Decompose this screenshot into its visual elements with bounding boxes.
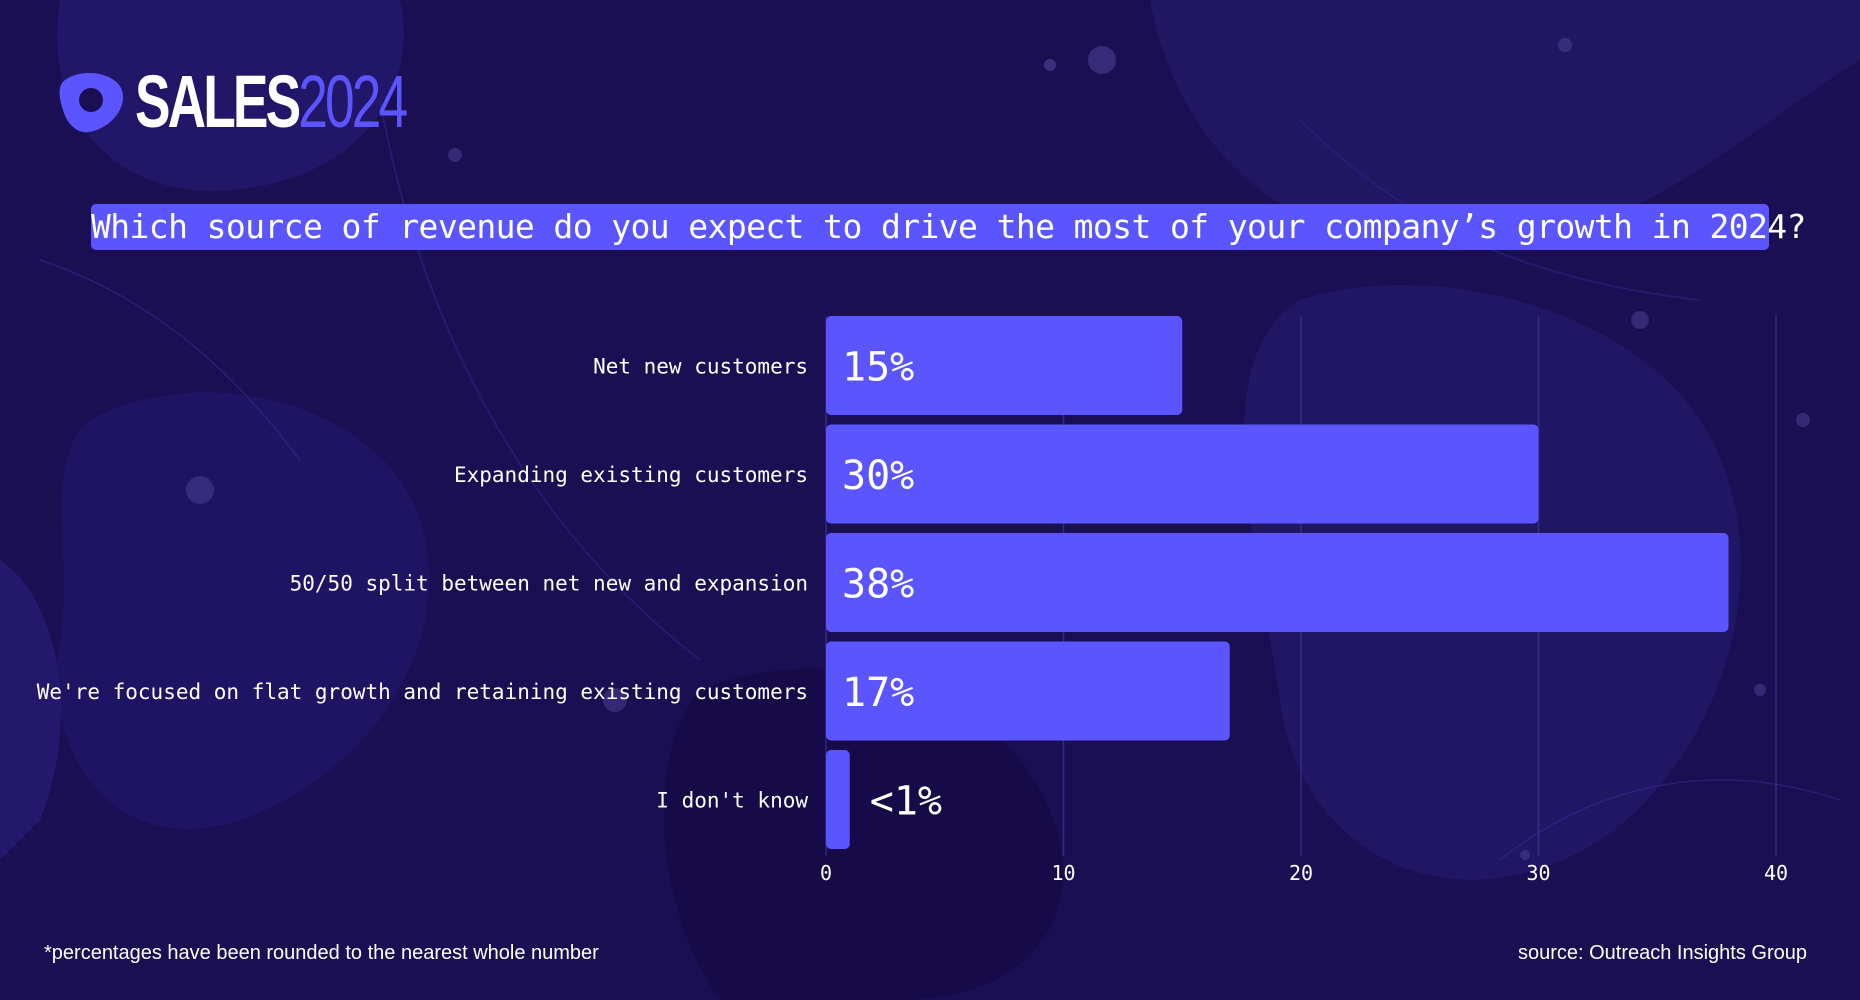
logo-mark-icon — [59, 73, 124, 133]
bar-0 — [826, 316, 1183, 415]
category-label-2: 50/50 split between net new and expansio… — [290, 572, 808, 596]
chart-title: Which source of revenue do you expect to… — [91, 204, 1806, 250]
source-note: source: Outreach Insights Group — [1517, 942, 1807, 964]
brand-word-sales: SALES — [135, 60, 301, 143]
bar-3 — [826, 641, 1230, 741]
x-tick-label-2: 20 — [1289, 861, 1313, 885]
bar-1 — [826, 424, 1539, 524]
brand-logo: SALES2024 — [55, 62, 510, 142]
data-label-0: 15% — [842, 345, 914, 391]
x-tick-label-1: 10 — [1051, 861, 1075, 885]
x-tick-label-0: 0 — [820, 861, 832, 885]
category-label-0: Net new customers — [593, 355, 808, 379]
data-label-3: 17% — [842, 670, 914, 716]
category-label-1: Expanding existing customers — [454, 463, 808, 487]
x-tick-label-4: 40 — [1764, 861, 1788, 885]
brand-word-year: 2024 — [298, 60, 408, 143]
bar-2 — [826, 533, 1729, 632]
category-label-3: We're focused on flat growth and retaini… — [37, 680, 808, 704]
data-label-1: 30% — [842, 453, 914, 499]
category-label-4: I don't know — [656, 789, 808, 813]
footnote: *percentages have been rounded to the ne… — [44, 942, 599, 964]
data-label-2: 38% — [842, 562, 914, 608]
brand-wordmark: SALES2024 — [135, 65, 408, 139]
data-label-4: <1% — [870, 779, 942, 825]
bar-4 — [826, 750, 850, 849]
x-tick-label-3: 30 — [1526, 861, 1550, 885]
